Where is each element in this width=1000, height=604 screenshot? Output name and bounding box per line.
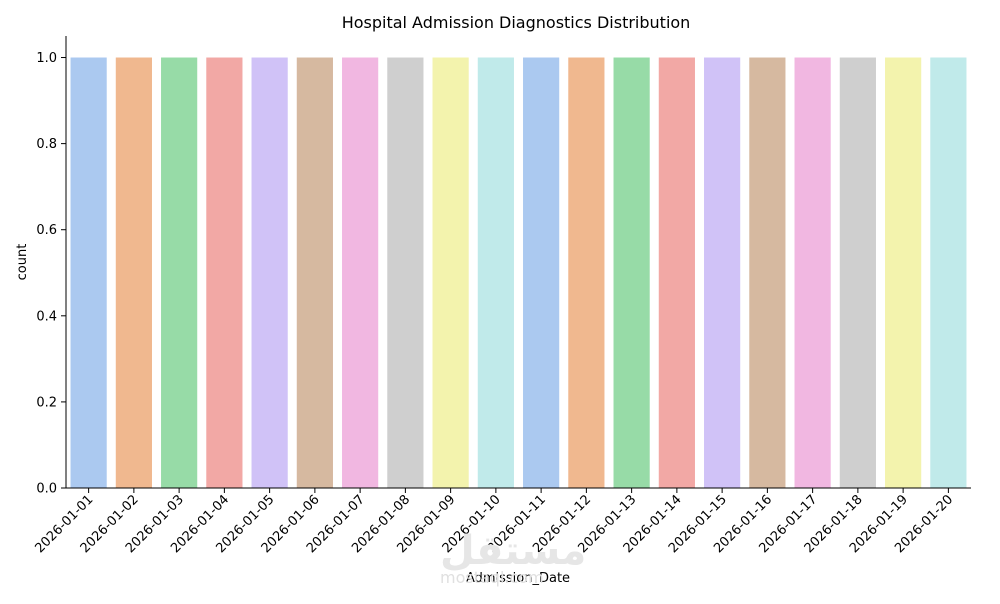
bars-layer [70,57,967,489]
y-axis-title: count [15,244,30,281]
x-axis-title: Admission_Date [466,571,570,586]
y-tick-label: 1.0 [36,51,57,66]
bar-2026-01-02 [115,57,152,489]
bar-2026-01-05 [251,57,288,489]
bar-2026-01-10 [477,57,514,489]
y-tick-label: 0.4 [36,309,57,324]
bar-2026-01-18 [839,57,876,489]
y-axis: 0.0 0.2 0.4 0.6 0.8 1.0 [36,36,67,497]
bar-2026-01-12 [568,57,605,489]
bar-2026-01-11 [523,57,560,489]
bar-2026-01-08 [387,57,424,489]
bar-2026-01-15 [704,57,741,489]
bar-2026-01-01 [70,57,107,489]
bar-2026-01-16 [749,57,786,489]
y-tick-label: 0.6 [36,223,57,238]
bar-2026-01-14 [658,57,695,489]
y-tick-label: 0.8 [36,137,57,152]
bar-2026-01-13 [613,57,650,489]
bar-2026-01-03 [161,57,198,489]
bar-2026-01-06 [296,57,333,489]
bar-2026-01-04 [206,57,243,489]
bar-2026-01-19 [885,57,922,489]
bar-2026-01-09 [432,57,469,489]
bar-2026-01-20 [930,57,967,489]
y-tick-label: 0.0 [36,482,57,497]
y-tick-label: 0.2 [36,395,57,410]
x-axis: 2026-01-012026-01-022026-01-032026-01-04… [32,487,971,556]
bar-2026-01-17 [794,57,831,489]
chart-title: Hospital Admission Diagnostics Distribut… [342,13,691,32]
bar-2026-01-07 [342,57,379,489]
